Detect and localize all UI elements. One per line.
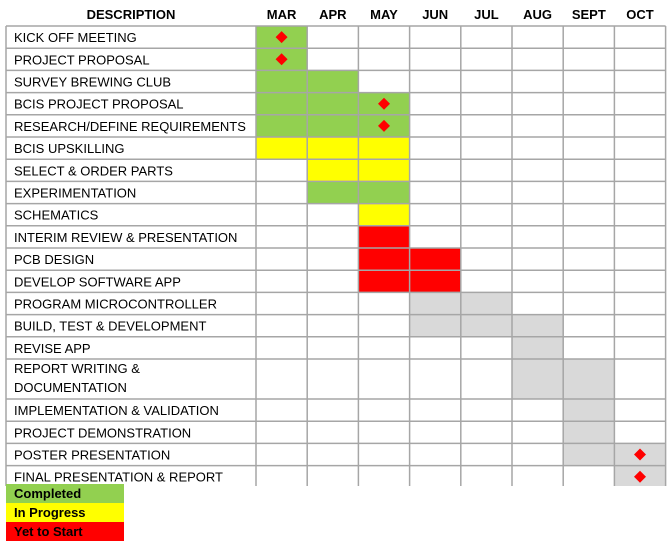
task-label: POSTER PRESENTATION	[14, 448, 170, 463]
task-label: RESEARCH/DEFINE REQUIREMENTS	[14, 119, 246, 134]
task-label: REPORT WRITING &	[14, 361, 140, 376]
month-label-sept: SEPT	[572, 7, 606, 22]
task-label: FINAL PRESENTATION & REPORT	[14, 470, 223, 485]
task-bar	[563, 421, 615, 444]
task-bar	[256, 92, 410, 115]
task-label: EXPERIMENTATION	[14, 186, 136, 201]
month-label-oct: OCT	[626, 7, 654, 22]
task-label: SCHEMATICS	[14, 208, 99, 223]
milestone-marker	[634, 470, 646, 483]
milestone-marker	[275, 53, 288, 66]
month-label-mar: MAR	[267, 7, 297, 22]
task-label: SELECT & ORDER PARTS	[14, 163, 173, 178]
task-bar	[256, 114, 410, 137]
task-label: PROGRAM MICROCONTROLLER	[14, 297, 217, 312]
month-label-jun: JUN	[422, 7, 448, 22]
gantt-chart: DESCRIPTION MAR APR MAY JUN JUL AUG SEPT OCT KICK…	[5, 7, 667, 486]
task-label: DOCUMENTATION	[14, 380, 127, 395]
task-bar	[512, 336, 564, 359]
task-bar	[358, 225, 410, 248]
legend-item-yet-to-start: Yet to Start	[6, 522, 124, 541]
task-bar	[256, 137, 410, 160]
month-label-may: MAY	[370, 7, 398, 22]
legend: Completed In Progress Yet to Start	[6, 484, 124, 541]
task-label: BUILD, TEST & DEVELOPMENT	[14, 319, 206, 334]
task-bar	[358, 203, 410, 226]
header-description: DESCRIPTION	[87, 7, 176, 22]
task-label: IMPLEMENTATION & VALIDATION	[14, 403, 219, 418]
task-label: KICK OFF MEETING	[14, 30, 137, 45]
milestone-marker	[275, 31, 288, 44]
task-bar	[563, 399, 615, 422]
month-label-jul: JUL	[474, 7, 499, 22]
task-label: PROJECT DEMONSTRATION	[14, 425, 191, 440]
task-label: BCIS UPSKILLING	[14, 141, 125, 156]
task-label: DEVELOP SOFTWARE APP	[14, 274, 181, 289]
milestone-marker	[634, 448, 646, 461]
task-label: PCB DESIGN	[14, 252, 94, 267]
milestone-marker	[378, 119, 390, 132]
task-label: REVISE APP	[14, 341, 91, 356]
task-label: SURVEY BREWING CLUB	[14, 75, 171, 90]
legend-item-in-progress: In Progress	[6, 503, 124, 522]
legend-item-completed: Completed	[6, 484, 124, 503]
month-label-apr: APR	[319, 7, 347, 22]
milestone-marker	[378, 97, 390, 110]
month-label-aug: AUG	[523, 7, 552, 22]
task-label: BCIS PROJECT PROPOSAL	[14, 97, 184, 112]
task-label: PROJECT PROPOSAL	[14, 52, 150, 67]
task-bar	[409, 314, 564, 337]
task-label: INTERIM REVIEW & PRESENTATION	[14, 230, 237, 245]
